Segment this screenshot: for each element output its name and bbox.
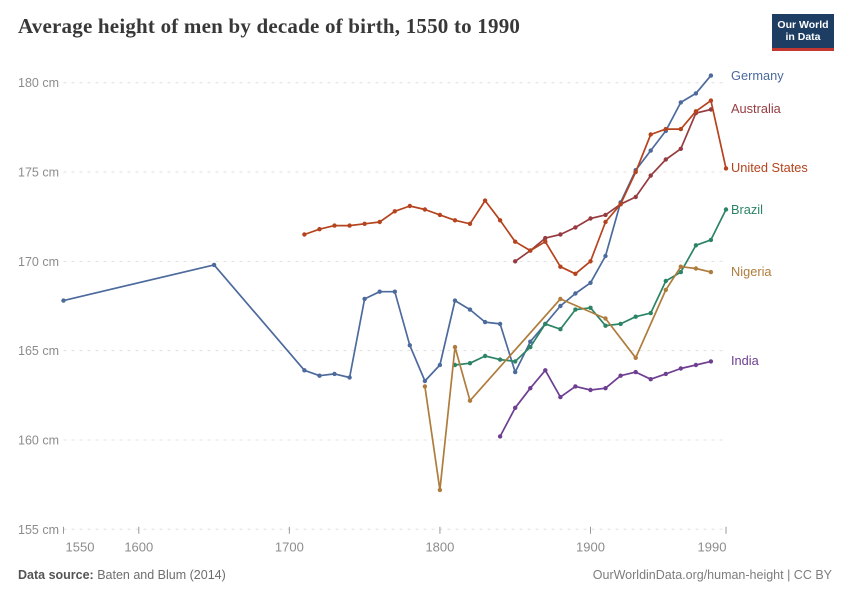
x-tick-label: 1800: [425, 539, 454, 554]
x-tick-label: 1700: [275, 539, 304, 554]
series-points-india: [497, 359, 714, 439]
data-source-value: Baten and Blum (2014): [97, 568, 226, 582]
owid-credit-link[interactable]: OurWorldinData.org/human-height | CC BY: [592, 568, 832, 582]
series-line-united-states[interactable]: [304, 99, 727, 275]
x-tick-label: 1900: [576, 539, 605, 554]
series-line-india[interactable]: [499, 360, 712, 437]
x-tick-label: 1990: [698, 539, 727, 554]
y-tick-label: 170 cm: [18, 255, 59, 269]
x-tick-label: 1550: [66, 539, 95, 554]
data-source-note: Data source: Baten and Blum (2014): [18, 568, 226, 582]
y-tick-label: 160 cm: [18, 433, 59, 447]
owid-logo-red-bar: [772, 47, 834, 51]
y-tick-label: 155 cm: [18, 523, 59, 537]
series-points-germany: [61, 73, 714, 384]
data-source-label: Data source:: [18, 568, 94, 582]
series-label-germany[interactable]: Germany: [731, 67, 784, 83]
series-points-nigeria: [422, 264, 714, 493]
series-line-germany[interactable]: [63, 75, 712, 382]
y-tick-label: 165 cm: [18, 344, 59, 358]
series-line-australia[interactable]: [514, 108, 712, 262]
owid-logo[interactable]: Our World in Data: [772, 14, 834, 51]
series-label-australia[interactable]: Australia: [731, 101, 781, 117]
series-label-brazil[interactable]: Brazil: [731, 201, 763, 217]
series-label-united-states[interactable]: United States: [731, 160, 808, 176]
series-points-brazil: [452, 207, 729, 368]
y-tick-label: 180 cm: [18, 76, 59, 90]
chart-footer: Data source: Baten and Blum (2014) OurWo…: [18, 568, 832, 582]
page-title: Average height of men by decade of birth…: [18, 14, 521, 38]
series-label-india[interactable]: India: [731, 353, 759, 369]
series-points-united-states: [302, 98, 729, 276]
x-tick-label: 1600: [124, 539, 153, 554]
owid-logo-line1: Our World: [777, 19, 829, 31]
y-tick-label: 175 cm: [18, 166, 59, 180]
series-label-nigeria[interactable]: Nigeria: [731, 264, 772, 280]
series-line-brazil[interactable]: [454, 209, 727, 366]
owid-logo-line2: in Data: [785, 31, 821, 43]
